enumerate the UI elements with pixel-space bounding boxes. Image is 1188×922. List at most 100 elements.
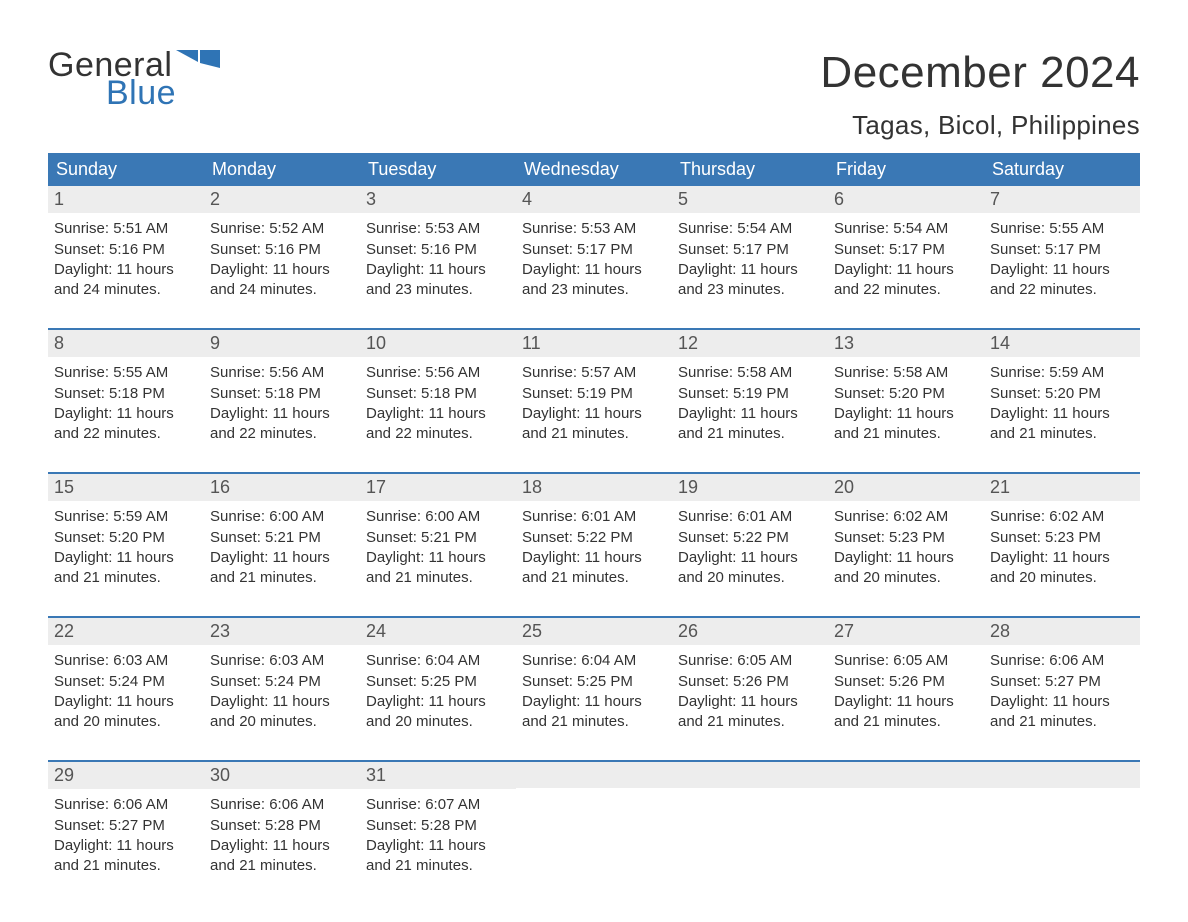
day-cell: 21Sunrise: 6:02 AMSunset: 5:23 PMDayligh…: [984, 474, 1140, 594]
sunrise-text: Sunrise: 5:58 AM: [678, 363, 822, 383]
day-number: 1: [48, 186, 204, 213]
day-number: 10: [360, 330, 516, 357]
dow-sunday: Sunday: [48, 153, 204, 186]
sunrise-text: Sunrise: 5:59 AM: [990, 363, 1134, 383]
week-row: 15Sunrise: 5:59 AMSunset: 5:20 PMDayligh…: [48, 472, 1140, 594]
dow-monday: Monday: [204, 153, 360, 186]
day-details: Sunrise: 5:58 AMSunset: 5:19 PMDaylight:…: [672, 357, 828, 448]
day-cell: 26Sunrise: 6:05 AMSunset: 5:26 PMDayligh…: [672, 618, 828, 738]
day-number: 26: [672, 618, 828, 645]
daylight-text-1: Daylight: 11 hours: [522, 692, 666, 712]
day-details: Sunrise: 6:01 AMSunset: 5:22 PMDaylight:…: [672, 501, 828, 592]
daylight-text-1: Daylight: 11 hours: [54, 836, 198, 856]
day-cell: 6Sunrise: 5:54 AMSunset: 5:17 PMDaylight…: [828, 186, 984, 306]
day-number: 13: [828, 330, 984, 357]
sunset-text: Sunset: 5:25 PM: [522, 672, 666, 692]
day-number: 16: [204, 474, 360, 501]
sunset-text: Sunset: 5:21 PM: [210, 528, 354, 548]
daylight-text-1: Daylight: 11 hours: [522, 548, 666, 568]
day-details: Sunrise: 6:01 AMSunset: 5:22 PMDaylight:…: [516, 501, 672, 592]
daylight-text-2: and 22 minutes.: [834, 280, 978, 300]
dow-wednesday: Wednesday: [516, 153, 672, 186]
day-cell: [672, 762, 828, 882]
day-number: 31: [360, 762, 516, 789]
daylight-text-1: Daylight: 11 hours: [54, 260, 198, 280]
day-cell: 22Sunrise: 6:03 AMSunset: 5:24 PMDayligh…: [48, 618, 204, 738]
day-cell: 19Sunrise: 6:01 AMSunset: 5:22 PMDayligh…: [672, 474, 828, 594]
sunrise-text: Sunrise: 6:02 AM: [990, 507, 1134, 527]
sunset-text: Sunset: 5:17 PM: [678, 240, 822, 260]
day-details: Sunrise: 6:04 AMSunset: 5:25 PMDaylight:…: [516, 645, 672, 736]
daylight-text-2: and 21 minutes.: [834, 712, 978, 732]
daylight-text-2: and 20 minutes.: [990, 568, 1134, 588]
daylight-text-1: Daylight: 11 hours: [834, 548, 978, 568]
day-number: 11: [516, 330, 672, 357]
day-number: 28: [984, 618, 1140, 645]
day-cell: 23Sunrise: 6:03 AMSunset: 5:24 PMDayligh…: [204, 618, 360, 738]
sunset-text: Sunset: 5:17 PM: [522, 240, 666, 260]
sunset-text: Sunset: 5:17 PM: [834, 240, 978, 260]
daylight-text-2: and 21 minutes.: [366, 568, 510, 588]
daylight-text-2: and 22 minutes.: [366, 424, 510, 444]
day-cell: 17Sunrise: 6:00 AMSunset: 5:21 PMDayligh…: [360, 474, 516, 594]
day-cell: 3Sunrise: 5:53 AMSunset: 5:16 PMDaylight…: [360, 186, 516, 306]
sunset-text: Sunset: 5:18 PM: [54, 384, 198, 404]
day-cell: 28Sunrise: 6:06 AMSunset: 5:27 PMDayligh…: [984, 618, 1140, 738]
day-details: Sunrise: 6:03 AMSunset: 5:24 PMDaylight:…: [204, 645, 360, 736]
daylight-text-2: and 23 minutes.: [522, 280, 666, 300]
sunrise-text: Sunrise: 6:04 AM: [366, 651, 510, 671]
sunrise-text: Sunrise: 6:01 AM: [522, 507, 666, 527]
sunset-text: Sunset: 5:22 PM: [678, 528, 822, 548]
day-details: Sunrise: 5:56 AMSunset: 5:18 PMDaylight:…: [204, 357, 360, 448]
day-cell: [516, 762, 672, 882]
day-cell: 29Sunrise: 6:06 AMSunset: 5:27 PMDayligh…: [48, 762, 204, 882]
logo-flag-icon: [176, 50, 220, 76]
day-cell: 13Sunrise: 5:58 AMSunset: 5:20 PMDayligh…: [828, 330, 984, 450]
daylight-text-1: Daylight: 11 hours: [990, 404, 1134, 424]
sunrise-text: Sunrise: 6:07 AM: [366, 795, 510, 815]
day-details: Sunrise: 5:55 AMSunset: 5:18 PMDaylight:…: [48, 357, 204, 448]
daylight-text-2: and 23 minutes.: [678, 280, 822, 300]
month-title: December 2024: [820, 48, 1140, 98]
daylight-text-2: and 21 minutes.: [990, 424, 1134, 444]
daylight-text-2: and 22 minutes.: [210, 424, 354, 444]
day-number-empty: [984, 762, 1140, 788]
daylight-text-1: Daylight: 11 hours: [522, 404, 666, 424]
day-of-week-header: Sunday Monday Tuesday Wednesday Thursday…: [48, 153, 1140, 186]
daylight-text-2: and 22 minutes.: [54, 424, 198, 444]
sunrise-text: Sunrise: 6:06 AM: [54, 795, 198, 815]
sunrise-text: Sunrise: 6:05 AM: [834, 651, 978, 671]
day-details: Sunrise: 5:57 AMSunset: 5:19 PMDaylight:…: [516, 357, 672, 448]
day-cell: 5Sunrise: 5:54 AMSunset: 5:17 PMDaylight…: [672, 186, 828, 306]
day-details: Sunrise: 6:06 AMSunset: 5:27 PMDaylight:…: [984, 645, 1140, 736]
daylight-text-1: Daylight: 11 hours: [990, 692, 1134, 712]
day-cell: 20Sunrise: 6:02 AMSunset: 5:23 PMDayligh…: [828, 474, 984, 594]
sunset-text: Sunset: 5:27 PM: [54, 816, 198, 836]
daylight-text-2: and 21 minutes.: [210, 568, 354, 588]
sunrise-text: Sunrise: 6:05 AM: [678, 651, 822, 671]
sunset-text: Sunset: 5:17 PM: [990, 240, 1134, 260]
daylight-text-2: and 21 minutes.: [522, 712, 666, 732]
sunset-text: Sunset: 5:20 PM: [54, 528, 198, 548]
sunset-text: Sunset: 5:16 PM: [210, 240, 354, 260]
dow-thursday: Thursday: [672, 153, 828, 186]
daylight-text-2: and 20 minutes.: [678, 568, 822, 588]
day-cell: 1Sunrise: 5:51 AMSunset: 5:16 PMDaylight…: [48, 186, 204, 306]
sunset-text: Sunset: 5:26 PM: [834, 672, 978, 692]
daylight-text-2: and 21 minutes.: [522, 424, 666, 444]
daylight-text-1: Daylight: 11 hours: [990, 548, 1134, 568]
daylight-text-1: Daylight: 11 hours: [366, 836, 510, 856]
day-number: 6: [828, 186, 984, 213]
day-details: Sunrise: 6:00 AMSunset: 5:21 PMDaylight:…: [360, 501, 516, 592]
day-details: Sunrise: 6:02 AMSunset: 5:23 PMDaylight:…: [984, 501, 1140, 592]
day-cell: 4Sunrise: 5:53 AMSunset: 5:17 PMDaylight…: [516, 186, 672, 306]
sunset-text: Sunset: 5:21 PM: [366, 528, 510, 548]
daylight-text-1: Daylight: 11 hours: [366, 692, 510, 712]
daylight-text-2: and 20 minutes.: [834, 568, 978, 588]
sunset-text: Sunset: 5:24 PM: [210, 672, 354, 692]
daylight-text-2: and 20 minutes.: [210, 712, 354, 732]
sunrise-text: Sunrise: 5:52 AM: [210, 219, 354, 239]
dow-tuesday: Tuesday: [360, 153, 516, 186]
sunrise-text: Sunrise: 5:54 AM: [834, 219, 978, 239]
day-details: Sunrise: 5:59 AMSunset: 5:20 PMDaylight:…: [48, 501, 204, 592]
